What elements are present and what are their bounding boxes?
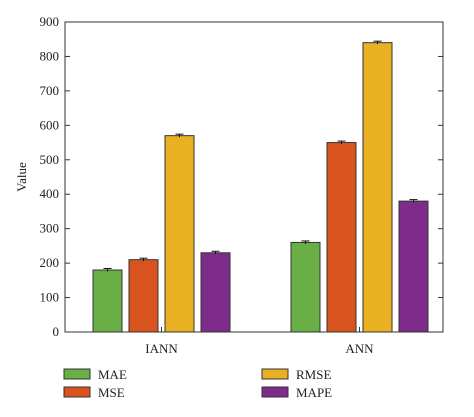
x-axis: IANN ANN — [145, 327, 374, 356]
legend: MAE RMSE MSE MAPE — [63, 367, 332, 400]
bar-mse-iann — [128, 259, 159, 333]
y-axis: 0 100 200 300 400 500 600 700 800 900 — [40, 14, 443, 339]
bar-mape-iann — [200, 252, 231, 333]
y-tick-label: 700 — [40, 83, 60, 98]
bar-rmse-ann — [362, 42, 393, 333]
y-tick-label: 100 — [40, 290, 60, 305]
legend-label-rmse: RMSE — [296, 367, 331, 382]
legend-swatch-mae — [63, 368, 91, 380]
y-tick-label: 800 — [40, 48, 60, 63]
bar-rmse-iann — [164, 135, 195, 333]
y-tick-label: 400 — [40, 186, 60, 201]
y-tick-label: 600 — [40, 117, 60, 132]
plot-frame — [64, 21, 444, 333]
y-tick-label: 900 — [40, 14, 60, 29]
y-tick-label: 0 — [53, 324, 60, 339]
bars — [92, 40, 429, 333]
legend-label-mse: MSE — [98, 385, 125, 400]
bar-mape-ann — [398, 200, 429, 333]
legend-swatch-mse — [63, 386, 91, 398]
legend-swatch-mape — [261, 386, 289, 398]
bar-mae-iann — [92, 269, 123, 333]
bar-mse-ann — [326, 142, 357, 333]
x-tick-label: ANN — [345, 341, 374, 356]
legend-label-mae: MAE — [98, 367, 127, 382]
y-tick-label: 300 — [40, 221, 60, 236]
legend-label-mape: MAPE — [296, 385, 332, 400]
bar-mae-ann — [290, 241, 321, 333]
x-tick-label: IANN — [145, 341, 178, 356]
y-tick-label: 200 — [40, 255, 60, 270]
y-tick-label: 500 — [40, 152, 60, 167]
legend-swatch-rmse — [261, 368, 289, 380]
y-axis-title: Value — [14, 162, 29, 192]
